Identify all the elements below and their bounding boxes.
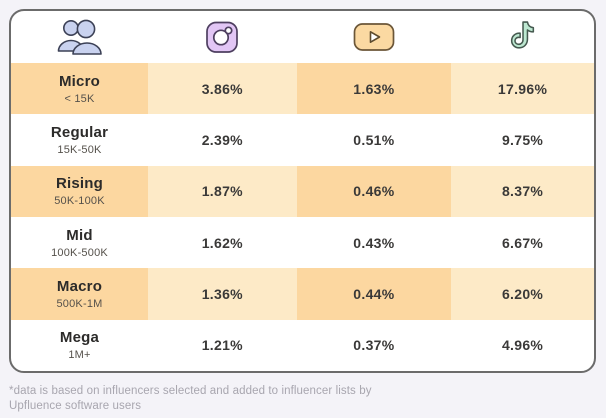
rate-value: 2.39% <box>201 131 243 148</box>
header-tiktok-cell <box>451 18 594 56</box>
footnote-line-1: *data is based on influencers selected a… <box>9 385 372 397</box>
tier-name: Mega <box>59 329 100 347</box>
tier-range: 15K-50K <box>57 143 102 156</box>
table-header-row <box>11 11 594 63</box>
rate-value: 0.43% <box>353 234 395 251</box>
table-row: Macro 500K-1M 1.36% 0.44% 6.20% <box>11 268 594 320</box>
youtube-rate-cell: 0.37% <box>297 320 451 371</box>
tier-range: < 15K <box>64 92 95 105</box>
rate-value: 9.75% <box>501 131 544 148</box>
rate-value: 1.87% <box>201 183 243 200</box>
tier-range: 50K-100K <box>54 195 105 208</box>
rate-value: 3.86% <box>201 80 243 97</box>
tier-cell: Regular 15K-50K <box>11 114 148 165</box>
rate-value: 1.21% <box>201 337 243 354</box>
header-audience-cell <box>11 17 148 57</box>
table-row: Rising 50K-100K 1.87% 0.46% 8.37% <box>11 165 594 217</box>
tier-cell: Micro < 15K <box>11 63 148 115</box>
tier-cell: Mid 100K-500K <box>11 217 148 268</box>
youtube-icon <box>353 22 395 52</box>
tier-cell: Macro 500K-1M <box>11 268 148 320</box>
youtube-rate-cell: 0.51% <box>297 114 451 165</box>
tier-range: 500K-1M <box>56 297 103 310</box>
tier-name: Micro <box>58 72 100 90</box>
rate-value: 0.37% <box>353 337 395 354</box>
rate-value: 1.62% <box>201 234 243 251</box>
instagram-icon <box>205 20 239 54</box>
rate-value: 1.63% <box>353 80 395 97</box>
engagement-rate-table-card: Micro < 15K 3.86% 1.63% 17.96% Regular 1… <box>9 9 596 373</box>
instagram-rate-cell: 1.87% <box>148 165 297 217</box>
tier-name: Regular <box>50 123 109 141</box>
instagram-rate-cell: 2.39% <box>148 114 297 165</box>
rate-value: 1.36% <box>201 285 243 302</box>
rate-value: 4.96% <box>501 337 544 354</box>
tiktok-rate-cell: 17.96% <box>451 63 594 115</box>
youtube-rate-cell: 0.44% <box>296 268 452 320</box>
people-icon <box>54 17 106 57</box>
youtube-rate-cell: 0.46% <box>296 165 452 217</box>
tier-range: 100K-500K <box>51 246 108 259</box>
tiktok-rate-cell: 8.37% <box>451 165 594 217</box>
tier-cell: Rising 50K-100K <box>11 165 148 217</box>
tiktok-rate-cell: 6.20% <box>451 268 594 320</box>
rate-value: 17.96% <box>497 80 548 97</box>
tier-range: 1M+ <box>68 349 91 362</box>
footnote-line-2: Upfluence software users <box>9 400 142 412</box>
rate-value: 6.67% <box>501 234 544 251</box>
instagram-rate-cell: 1.62% <box>148 217 297 268</box>
table-row: Regular 15K-50K 2.39% 0.51% 9.75% <box>11 114 594 165</box>
rate-value: 0.44% <box>353 285 395 302</box>
rate-value: 8.37% <box>501 183 544 200</box>
rate-value: 0.46% <box>353 183 395 200</box>
tiktok-rate-cell: 4.96% <box>451 320 594 371</box>
tiktok-icon <box>506 18 539 56</box>
rate-value: 0.51% <box>353 131 395 148</box>
rate-value: 6.20% <box>501 285 544 302</box>
tiktok-rate-cell: 9.75% <box>451 114 594 165</box>
tiktok-rate-cell: 6.67% <box>451 217 594 268</box>
header-instagram-cell <box>148 20 297 54</box>
instagram-rate-cell: 3.86% <box>148 63 297 115</box>
header-youtube-cell <box>297 22 451 52</box>
tier-name: Macro <box>56 277 103 295</box>
youtube-rate-cell: 1.63% <box>296 63 452 115</box>
table-row: Micro < 15K 3.86% 1.63% 17.96% <box>11 63 594 115</box>
youtube-rate-cell: 0.43% <box>297 217 451 268</box>
data-source-footnote: *data is based on influencers selected a… <box>9 384 372 414</box>
tier-name: Mid <box>66 226 93 244</box>
instagram-rate-cell: 1.36% <box>148 268 297 320</box>
table-row: Mega 1M+ 1.21% 0.37% 4.96% <box>11 320 594 371</box>
tier-name: Rising <box>55 175 104 193</box>
instagram-rate-cell: 1.21% <box>148 320 297 371</box>
table-row: Mid 100K-500K 1.62% 0.43% 6.67% <box>11 217 594 268</box>
tier-cell: Mega 1M+ <box>11 320 148 371</box>
